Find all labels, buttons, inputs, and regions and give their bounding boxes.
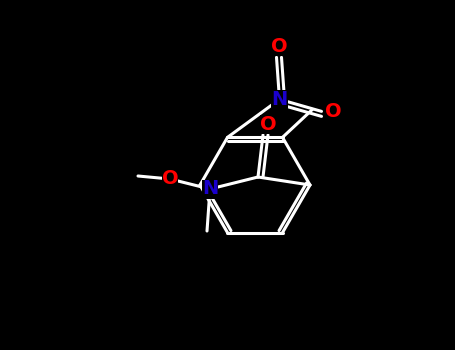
Text: N: N: [202, 180, 218, 198]
Text: O: O: [260, 114, 276, 133]
Text: N: N: [271, 90, 288, 109]
Text: O: O: [271, 37, 288, 56]
Text: O: O: [325, 102, 342, 121]
Text: O: O: [162, 169, 178, 189]
